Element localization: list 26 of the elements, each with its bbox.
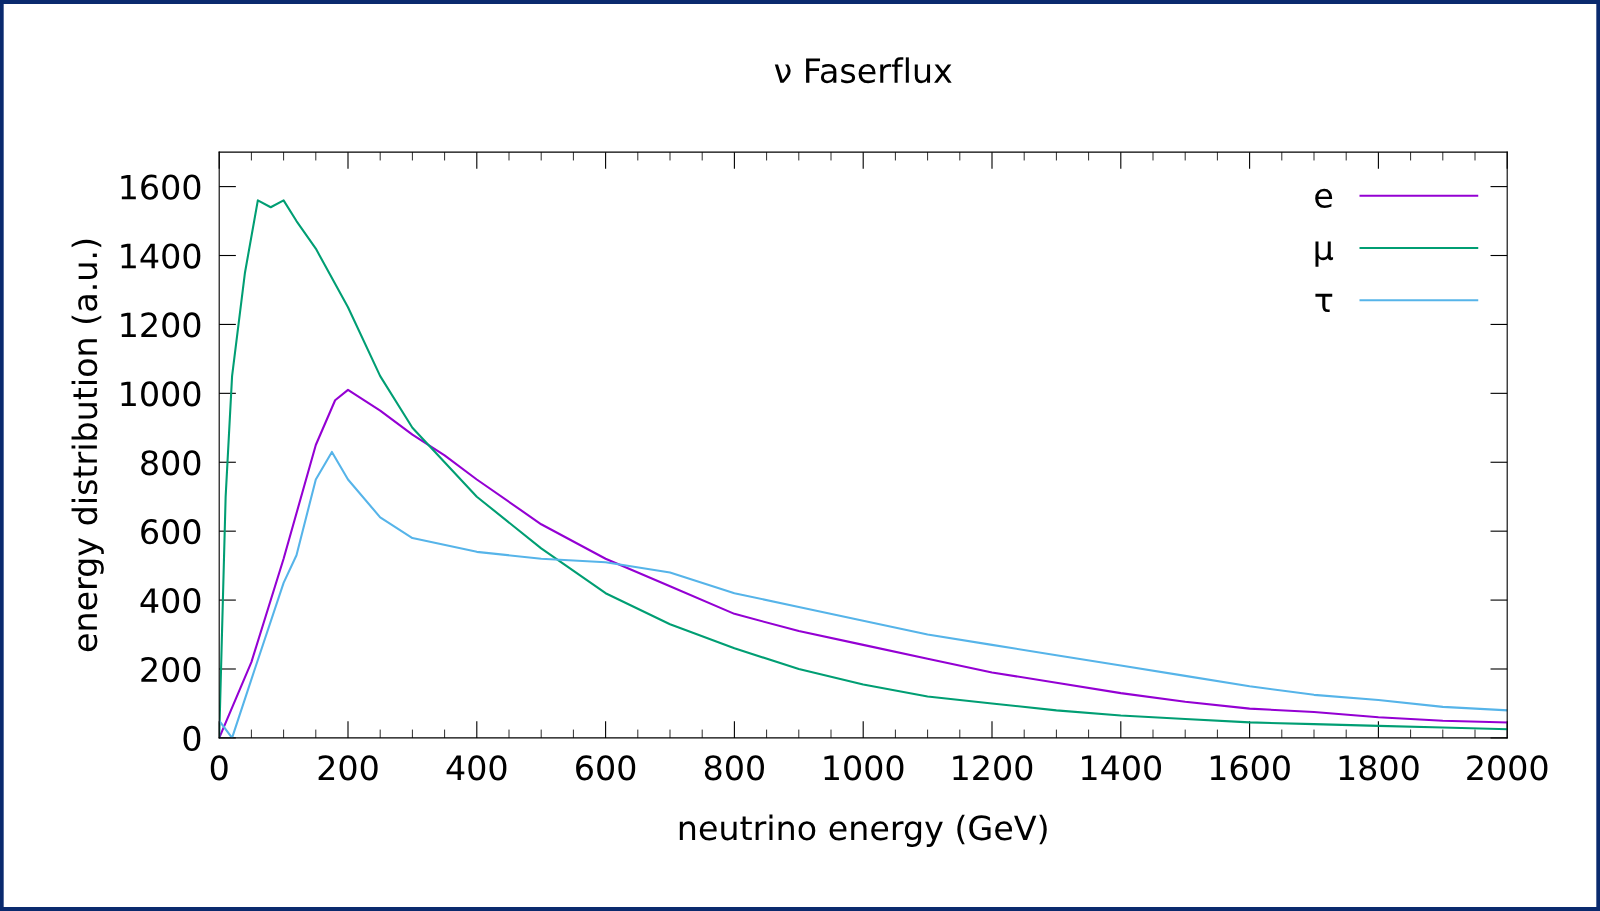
x-tick-label: 0 (210, 755, 228, 781)
y-tick-label: 400 (140, 588, 201, 614)
x-tick-label: 1600 (1210, 755, 1290, 781)
x-tick-label: 1000 (824, 755, 904, 781)
x-tick-label: 600 (576, 755, 636, 781)
y-tick-label: 800 (141, 450, 201, 476)
y-tick-label: 200 (141, 656, 201, 683)
y-tick-label: 1000 (121, 381, 201, 407)
y-tick-label: 0 (183, 725, 201, 752)
x-tick-label: 200 (318, 755, 378, 781)
y-tick-label: 1600 (121, 174, 201, 200)
legend-label: τ (1315, 293, 1333, 312)
x-tick-label: 1200 (953, 755, 1033, 781)
y-tick-label: 1400 (121, 243, 201, 269)
legend-label: e (1315, 188, 1333, 208)
y-axis-title: energy distribution (a.u.) (71, 239, 104, 652)
y-tick-label: 1200 (121, 312, 201, 338)
legend-label: μ (1315, 241, 1334, 267)
chart-title: ν Faserflux (774, 57, 952, 84)
x-tick-label: 2000 (1467, 755, 1548, 781)
x-tick-label: 400 (446, 755, 507, 781)
x-axis-title: neutrino energy (GeV) (679, 814, 1047, 847)
x-tick-label: 1400 (1082, 755, 1161, 781)
y-tick-label: 600 (141, 519, 201, 545)
x-tick-label: 800 (704, 755, 764, 781)
x-tick-label: 1800 (1339, 755, 1419, 781)
